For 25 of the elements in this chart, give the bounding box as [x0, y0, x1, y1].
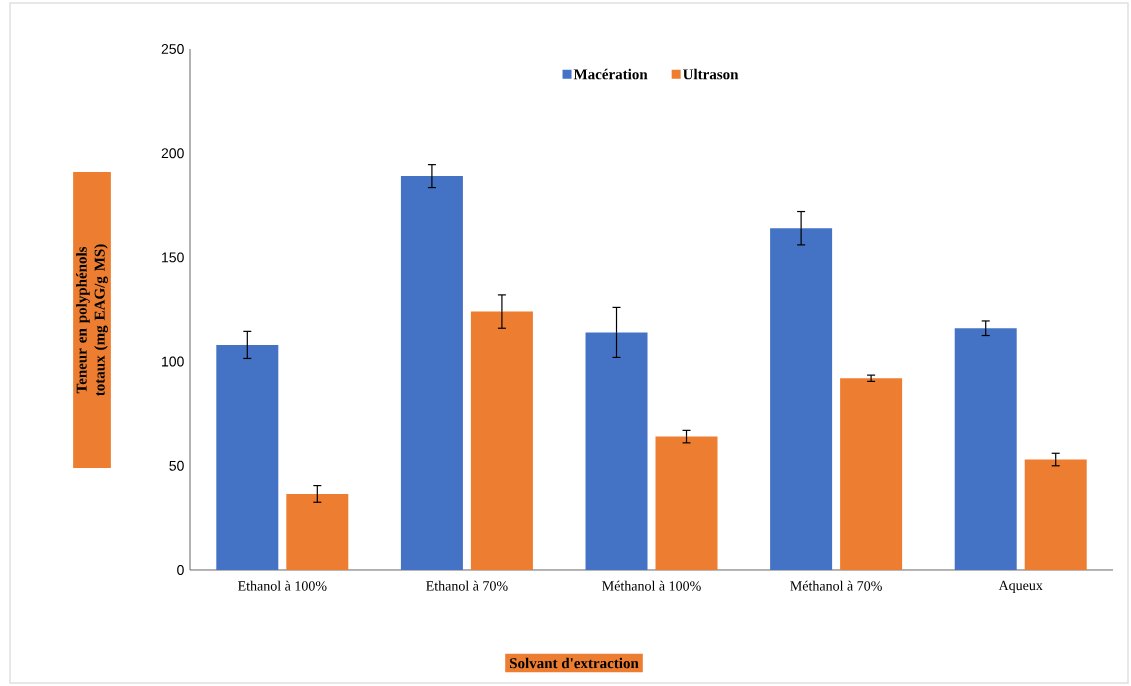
bar	[954, 328, 1017, 570]
y-tick-label: 100	[162, 356, 184, 367]
bar	[585, 332, 648, 570]
bar	[655, 436, 718, 570]
y-tick-label: 0	[177, 565, 184, 575]
legend-label: Ultrason	[683, 68, 739, 80]
y-tick-label: 250	[161, 44, 184, 54]
bar	[770, 228, 833, 570]
y-tick-label: 150	[162, 252, 184, 263]
x-tick-label: Aqueux	[998, 580, 1043, 593]
x-tick-label: Méthanol à 70%	[790, 580, 882, 591]
legend-label: Macération	[573, 68, 648, 80]
x-axis-title: Solvant d'extraction	[510, 657, 639, 669]
x-tick-label: Ethanol à 100%	[238, 580, 327, 591]
bar	[470, 311, 533, 570]
y-tick-label: 200	[161, 148, 184, 159]
bar	[286, 493, 349, 570]
bar	[400, 176, 463, 570]
x-tick-label: Méthanol à 100%	[602, 580, 701, 591]
bar	[1024, 459, 1087, 570]
bar	[840, 378, 903, 570]
x-tick-label: Ethanol à 70%	[426, 580, 508, 591]
y-axis-title: Teneur en polyphénols totaux (mg EAG/g MS)	[76, 244, 108, 396]
bar	[216, 344, 279, 570]
y-tick-label: 50	[169, 460, 184, 471]
